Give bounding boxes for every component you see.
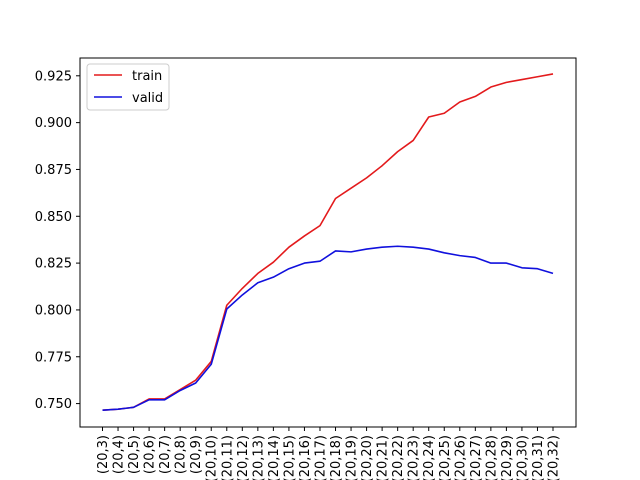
legend-train-label: train <box>132 69 162 84</box>
x-tick-label: (20,11) <box>220 435 235 480</box>
x-tick-label: (20,16) <box>298 435 313 480</box>
series-line-valid <box>102 245 554 411</box>
plot-area-frame <box>79 57 577 428</box>
x-tick-label: (20,18) <box>329 435 344 480</box>
x-tick-label: (20,17) <box>313 435 328 480</box>
y-tick-label: 0.850 <box>35 210 72 225</box>
x-tick-label: (20,25) <box>438 435 453 480</box>
series-line-train <box>102 73 554 411</box>
x-tick-label: (20,31) <box>531 435 546 480</box>
x-tick-label: (20,19) <box>345 435 360 480</box>
y-tick-label: 0.775 <box>35 350 72 365</box>
y-tick-label: 0.875 <box>35 163 72 178</box>
x-tick-label: (20,13) <box>251 435 266 480</box>
legend-valid-label: valid <box>132 91 163 106</box>
x-tick-label: (20,30) <box>515 435 530 480</box>
y-axis-ticks: 0.750 0.775 0.800 0.825 0.850 0.875 0.900 0.925 <box>35 69 80 412</box>
y-tick-label: 0.900 <box>35 116 72 131</box>
x-tick-label: (20,28) <box>484 435 499 480</box>
x-tick-label: (20,15) <box>282 435 297 480</box>
x-tick-label: (20,20) <box>360 435 375 480</box>
x-tick-label: (20,14) <box>267 435 282 480</box>
x-tick-label: (20,29) <box>500 435 515 480</box>
x-tick-label: (20,6) <box>143 435 158 474</box>
legend: train valid <box>86 63 170 111</box>
y-tick-label: 0.825 <box>35 257 72 272</box>
x-tick-label: (20,8) <box>174 435 189 474</box>
x-tick-label: (20,26) <box>453 435 468 480</box>
y-tick-label: 0.925 <box>35 69 72 84</box>
x-tick-label: (20,21) <box>376 435 391 480</box>
x-tick-label: (20,10) <box>205 435 220 480</box>
x-tick-label: (20,23) <box>407 435 422 480</box>
x-tick-label: (20,27) <box>469 435 484 480</box>
x-tick-label: (20,24) <box>422 435 437 480</box>
x-tick-label: (20,12) <box>236 435 251 480</box>
x-tick-label: (20,7) <box>158 435 173 474</box>
y-tick-label: 0.800 <box>35 303 72 318</box>
x-tick-label: (20,4) <box>112 435 127 474</box>
x-tick-label: (20,22) <box>391 435 406 480</box>
x-tick-label: (20,5) <box>127 435 142 474</box>
y-tick-label: 0.750 <box>35 397 72 412</box>
x-tick-label: (20,9) <box>189 435 204 474</box>
x-tick-label: (20,3) <box>96 435 111 474</box>
x-tick-label: (20,32) <box>547 435 562 480</box>
series-lines <box>102 73 554 411</box>
x-axis-ticks: (20,3) (20,4) (20,5) (20,6) (20,7) (20,8) (20,… <box>96 427 562 480</box>
